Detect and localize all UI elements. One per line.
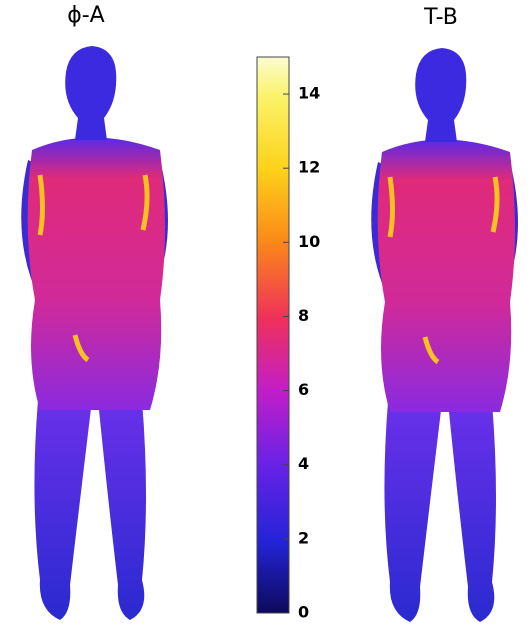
- colorbar-ticks: 0 2 4 6 8 10 12 14: [283, 84, 320, 622]
- colorbar: [256, 56, 290, 614]
- panel-title: ϕ-A: [67, 3, 105, 28]
- panel-title: T-B: [423, 5, 458, 30]
- tick-label: 6: [298, 380, 309, 399]
- tick-label: 0: [298, 603, 309, 622]
- tick-label: 14: [298, 84, 320, 103]
- tick-label: 2: [298, 528, 309, 547]
- panel-left: ϕ-A: [21, 3, 168, 620]
- tick-label: 10: [298, 232, 320, 251]
- body-map: [21, 46, 168, 620]
- body-map: [371, 48, 518, 622]
- panel-right: T-B: [371, 5, 518, 622]
- tick-label: 4: [298, 454, 309, 473]
- tick-label: 8: [298, 306, 309, 325]
- tick-label: 12: [298, 158, 320, 177]
